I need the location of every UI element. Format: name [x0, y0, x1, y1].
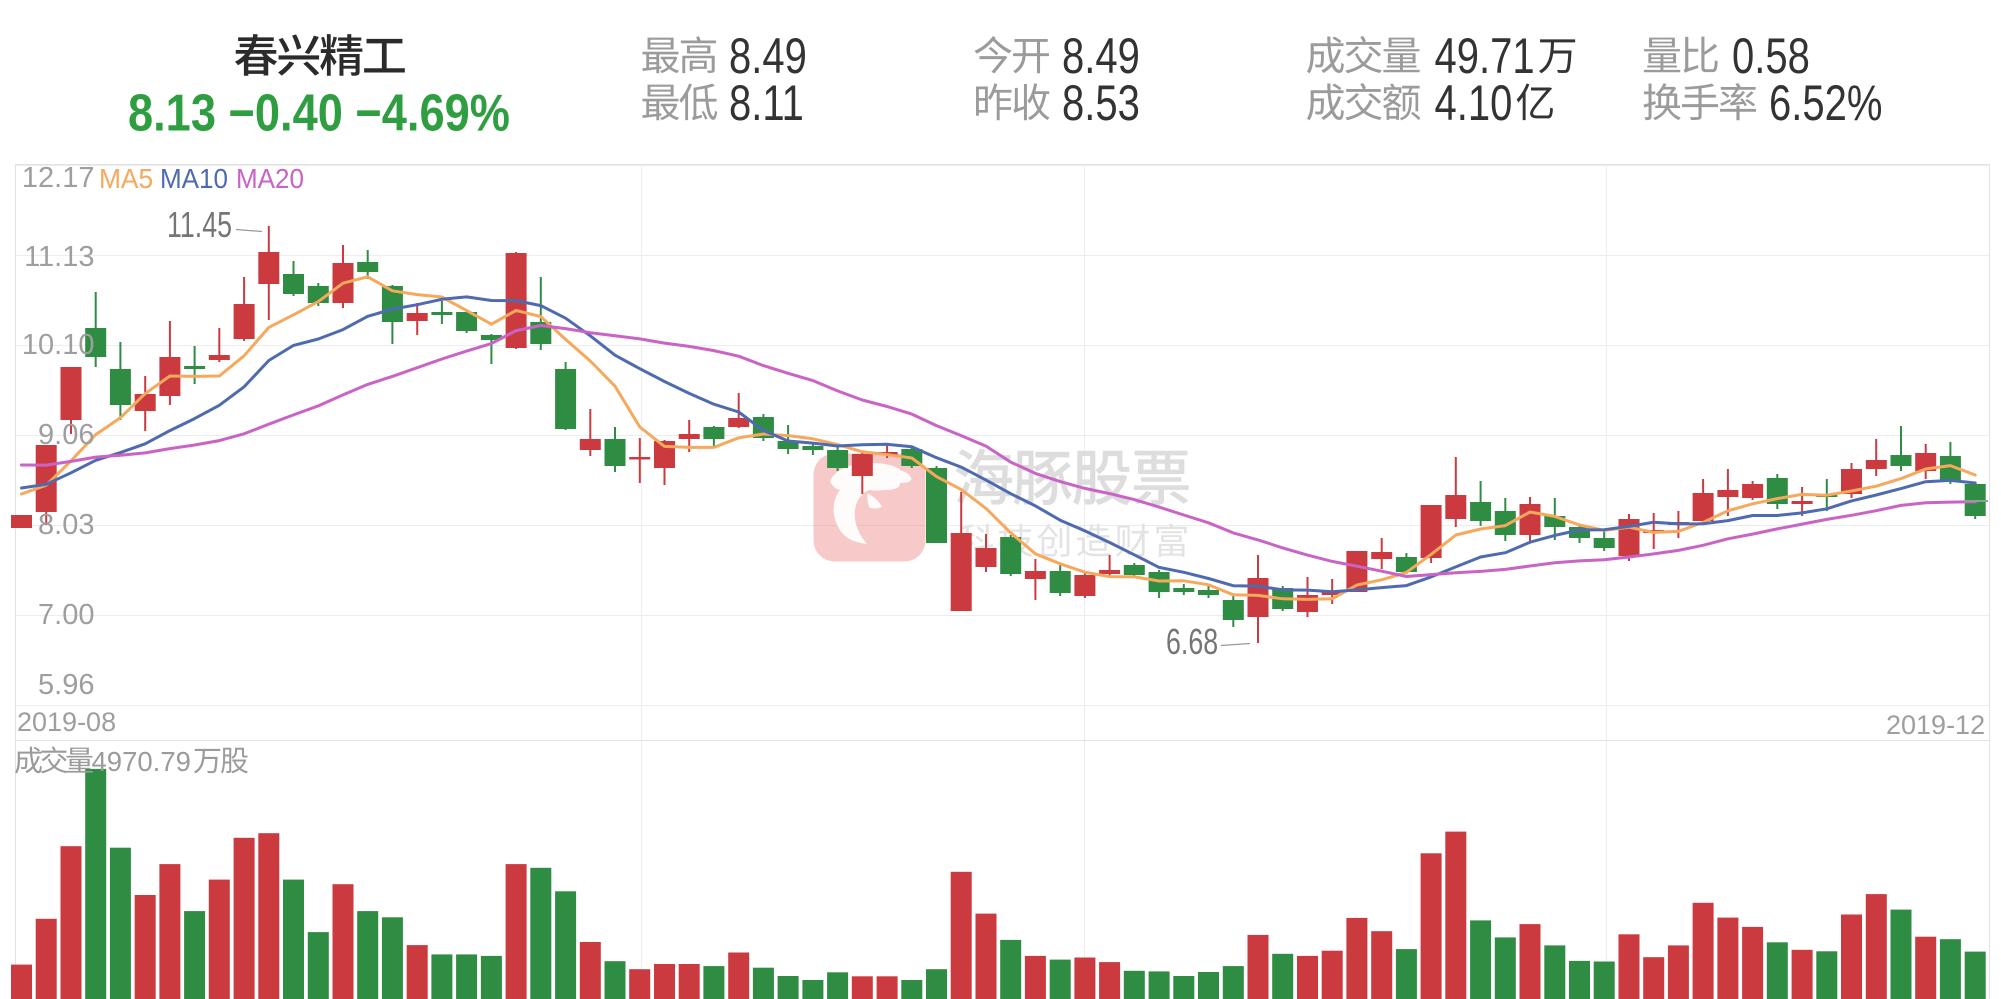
svg-text:8.13 −0.40 −4.69%: 8.13 −0.40 −4.69% [128, 85, 510, 143]
svg-text:11.13: 11.13 [24, 241, 94, 273]
svg-text:2019-08: 2019-08 [17, 707, 116, 737]
svg-text:8.53: 8.53 [1062, 75, 1140, 131]
svg-text:12.17: 12.17 [22, 162, 95, 194]
svg-text:49.71: 49.71 [1435, 28, 1535, 84]
svg-text:8.03: 8.03 [38, 509, 94, 541]
svg-text:10.10: 10.10 [22, 329, 95, 361]
svg-text:MA20: MA20 [236, 163, 304, 194]
svg-text:6.52%: 6.52% [1769, 75, 1882, 131]
svg-text:11.45: 11.45 [167, 204, 232, 245]
svg-text:8.49: 8.49 [729, 28, 807, 84]
svg-text:0.58: 0.58 [1732, 28, 1810, 84]
svg-text:MA10: MA10 [160, 163, 228, 194]
svg-text:4970.79: 4970.79 [92, 746, 191, 777]
svg-text:4.10: 4.10 [1435, 75, 1513, 131]
svg-text:7.00: 7.00 [38, 599, 94, 631]
svg-text:5.96: 5.96 [38, 669, 94, 701]
svg-text:MA5: MA5 [99, 162, 153, 194]
svg-text:2019-12: 2019-12 [1886, 710, 1985, 740]
svg-text:9.06: 9.06 [38, 419, 94, 451]
svg-text:8.49: 8.49 [1062, 28, 1140, 84]
svg-text:6.68: 6.68 [1166, 621, 1218, 662]
svg-text:8.11: 8.11 [729, 75, 804, 131]
